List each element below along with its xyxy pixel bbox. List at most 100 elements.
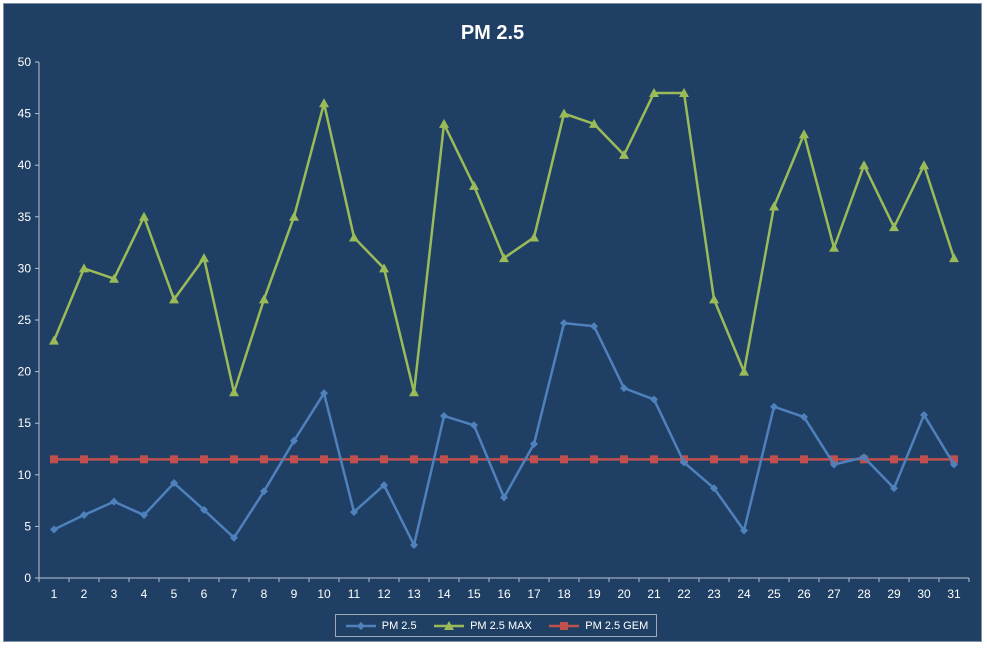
data-point-pm-2-5 (740, 526, 748, 535)
data-point-pm-2-5-gem (110, 455, 118, 464)
data-point-pm-2-5 (770, 402, 778, 411)
data-point-pm-2-5-max (949, 253, 959, 263)
x-tick-label: 31 (947, 587, 961, 601)
data-point-pm-2-5 (350, 507, 358, 516)
x-tick-label: 25 (767, 587, 781, 601)
data-point-pm-2-5 (110, 497, 118, 506)
y-tick-label: 50 (18, 55, 32, 69)
legend-label: PM 2.5 GEM (585, 619, 649, 632)
data-point-pm-2-5-gem (770, 455, 778, 464)
data-point-pm-2-5-gem (500, 455, 508, 464)
data-point-pm-2-5-max (319, 98, 329, 108)
data-point-pm-2-5 (530, 439, 538, 448)
x-tick-label: 27 (827, 587, 841, 601)
data-point-pm-2-5-max (469, 180, 479, 190)
x-tick-label: 16 (497, 587, 511, 601)
x-tick-label: 24 (737, 587, 751, 601)
data-point-pm-2-5 (680, 458, 688, 467)
data-point-pm-2-5-max (379, 263, 389, 273)
legend-label: PM 2.5 MAX (470, 619, 532, 632)
y-tick-label: 35 (18, 210, 32, 224)
legend-swatch-pm-2-5-gem (549, 621, 580, 630)
data-point-pm-2-5-max (859, 160, 869, 170)
x-tick-label: 3 (111, 587, 118, 601)
data-point-pm-2-5-max (139, 211, 149, 221)
data-point-pm-2-5 (50, 525, 58, 534)
data-point-pm-2-5-max (799, 129, 809, 139)
data-point-pm-2-5-max (589, 118, 599, 128)
y-tick-label: 40 (18, 158, 32, 172)
legend-item-pm-2-5-gem: PM 2.5 GEM (547, 620, 648, 632)
data-point-pm-2-5-max (769, 201, 779, 211)
data-point-pm-2-5-max (889, 222, 899, 232)
data-point-pm-2-5-gem (740, 455, 748, 464)
data-point-pm-2-5-max (349, 232, 359, 242)
data-point-pm-2-5-gem (890, 455, 898, 464)
x-tick-label: 18 (557, 587, 571, 601)
x-tick-label: 14 (437, 587, 451, 601)
data-point-pm-2-5-gem (350, 455, 358, 464)
data-point-pm-2-5-gem (440, 455, 448, 464)
data-point-pm-2-5 (890, 484, 898, 493)
legend-swatch-pm-2-5-max (434, 620, 465, 630)
data-point-pm-2-5-gem (950, 455, 958, 464)
data-point-pm-2-5-gem (800, 455, 808, 464)
data-point-pm-2-5-max (289, 211, 299, 221)
data-point-pm-2-5-gem (470, 455, 478, 464)
x-tick-label: 22 (677, 587, 691, 601)
data-point-pm-2-5-gem (140, 455, 148, 464)
y-tick-label: 5 (24, 519, 31, 533)
data-point-pm-2-5-gem (320, 455, 328, 464)
series-line-pm-2-5 (53, 321, 956, 547)
x-tick-label: 17 (527, 587, 541, 601)
x-tick-label: 26 (797, 587, 811, 601)
x-tick-label: 13 (407, 587, 421, 601)
data-point-pm-2-5-gem (560, 455, 568, 464)
data-point-pm-2-5 (650, 395, 658, 404)
x-tick-label: 28 (857, 587, 871, 601)
data-point-pm-2-5 (830, 460, 838, 469)
legend: PM 2.5 PM 2.5 MAX PM 2.5 GEM (335, 614, 657, 637)
data-point-pm-2-5-gem (230, 455, 238, 464)
data-point-pm-2-5-max (829, 242, 839, 252)
data-point-pm-2-5-max (409, 387, 419, 397)
data-point-pm-2-5-max (439, 118, 449, 128)
data-point-pm-2-5-max (229, 387, 239, 397)
data-point-pm-2-5 (320, 389, 328, 398)
data-point-pm-2-5-max (739, 366, 749, 376)
data-point-pm-2-5 (950, 460, 958, 469)
data-point-pm-2-5-max (619, 149, 629, 159)
x-tick-label: 20 (617, 587, 631, 601)
data-point-pm-2-5 (860, 453, 868, 462)
data-point-pm-2-5-gem (920, 455, 928, 464)
chart-title: PM 2.5 (460, 22, 525, 44)
data-point-pm-2-5-gem (290, 455, 298, 464)
data-point-pm-2-5-gem (200, 455, 208, 464)
x-tick-label: 10 (317, 587, 331, 601)
data-point-pm-2-5-gem (650, 455, 658, 464)
y-tick-label: 0 (24, 571, 31, 585)
data-point-pm-2-5 (380, 481, 388, 490)
data-point-pm-2-5-max (709, 294, 719, 304)
data-point-pm-2-5 (230, 533, 238, 542)
legend-item-pm-2-5-max: PM 2.5 MAX (432, 620, 532, 632)
x-tick-label: 2 (81, 587, 88, 601)
data-point-pm-2-5-max (199, 253, 209, 263)
data-point-pm-2-5 (170, 479, 178, 488)
x-tick-label: 6 (201, 587, 208, 601)
data-point-pm-2-5-max (529, 232, 539, 242)
data-point-pm-2-5-max (109, 273, 119, 283)
data-point-pm-2-5 (470, 421, 478, 430)
data-point-pm-2-5-gem (260, 455, 268, 464)
x-tick-label: 11 (348, 587, 361, 601)
data-point-pm-2-5-gem (830, 455, 838, 464)
legend-item-pm-2-5: PM 2.5 (344, 620, 417, 632)
data-point-pm-2-5-max (499, 253, 509, 263)
x-tick-label: 30 (917, 587, 931, 601)
data-point-pm-2-5 (620, 384, 628, 393)
y-tick-label: 25 (18, 313, 32, 327)
data-point-pm-2-5 (290, 436, 298, 445)
data-point-pm-2-5 (710, 484, 718, 493)
x-tick-label: 29 (887, 587, 901, 601)
